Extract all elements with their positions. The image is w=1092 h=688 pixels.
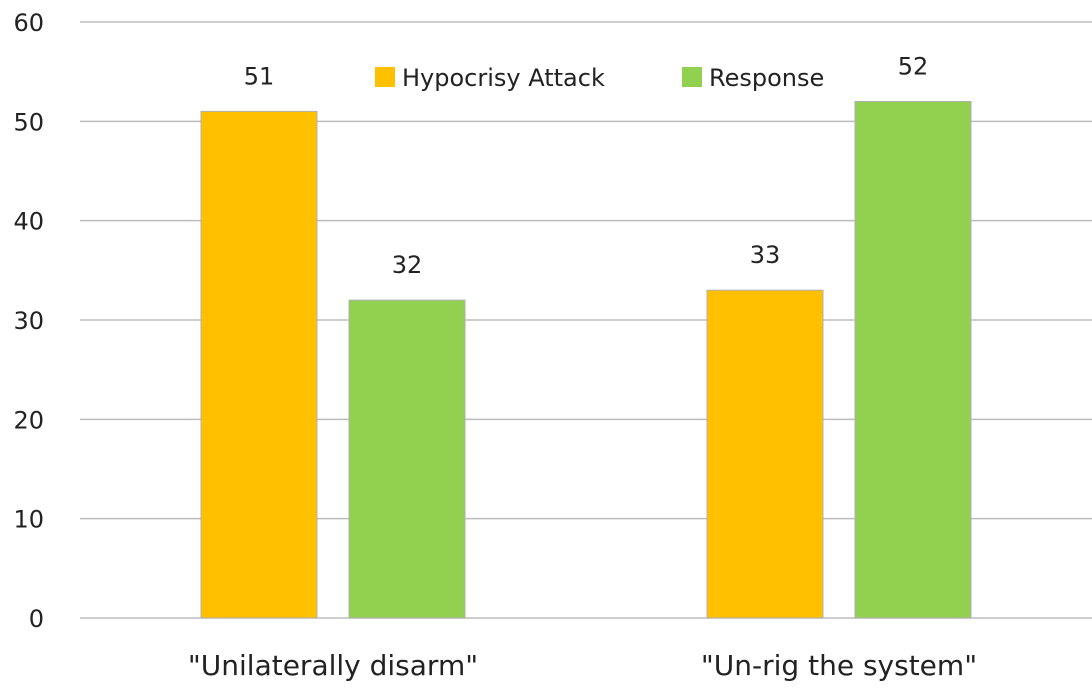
data-label: 33 xyxy=(750,241,781,269)
bar-response-0 xyxy=(348,299,466,619)
y-axis-ticks: 0 10 20 30 40 50 60 xyxy=(13,9,44,633)
x-category-label: "Un-rig the system" xyxy=(701,649,977,682)
data-label: 32 xyxy=(392,251,423,279)
legend-swatch-response xyxy=(682,67,702,87)
bar-hypocrisy-attack-1 xyxy=(706,289,824,619)
y-tick-label: 40 xyxy=(13,208,44,236)
legend: Hypocrisy Attack Response xyxy=(375,64,824,92)
x-category-label: "Unilaterally disarm" xyxy=(188,649,478,682)
data-labels: 51 32 33 52 xyxy=(244,52,929,279)
y-tick-label: 60 xyxy=(13,9,44,37)
data-label: 51 xyxy=(244,62,275,90)
y-tick-label: 10 xyxy=(13,506,44,534)
y-tick-label: 50 xyxy=(13,108,44,136)
y-tick-label: 0 xyxy=(29,605,44,633)
y-tick-label: 20 xyxy=(13,406,44,434)
bar-hypocrisy-attack-0 xyxy=(200,110,318,619)
legend-label-response: Response xyxy=(709,64,824,92)
bars xyxy=(200,100,972,619)
legend-swatch-hypocrisy-attack xyxy=(375,67,395,87)
bar-response-1 xyxy=(854,100,972,619)
x-axis-categories: "Unilaterally disarm" "Un-rig the system" xyxy=(188,649,977,682)
y-tick-label: 30 xyxy=(13,307,44,335)
data-label: 52 xyxy=(898,52,929,80)
legend-label-hypocrisy-attack: Hypocrisy Attack xyxy=(402,64,605,92)
